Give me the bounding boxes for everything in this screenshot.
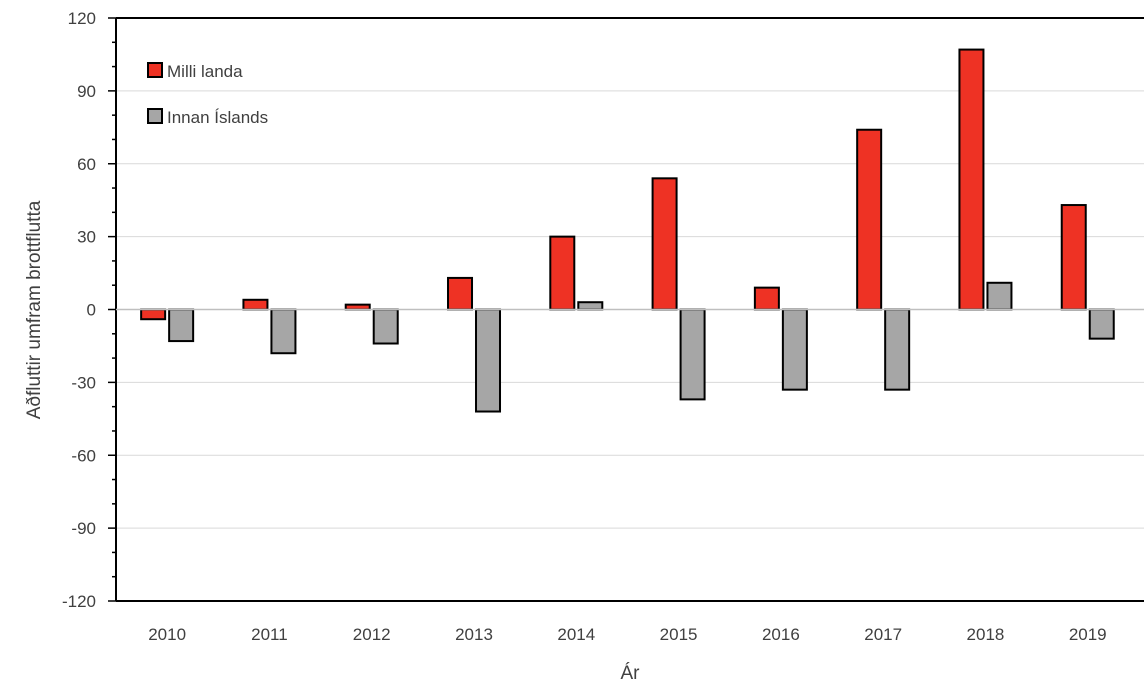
bar-milli-landa-2016 [753,286,780,311]
y-tick-label: 90 [77,82,96,101]
x-tick-label: 2011 [251,625,288,644]
label-layer: 120 90 60 30 0 -30 -60 -90 -120 2010 2011 2012 2013 2… [62,9,1107,644]
y-tick-label: 30 [77,228,96,247]
bar-innan-islands-2013 [475,308,502,413]
bar-milli-landa-2019 [1060,204,1087,311]
bar-innan-islands-2019 [1088,308,1115,340]
x-tick-label: 2013 [455,625,493,644]
legend-label-innan-islands: Innan Íslands [167,108,268,127]
y-tick-label: 120 [68,9,96,28]
legend-swatch-milli-landa [147,62,163,78]
bar-innan-islands-2010 [168,308,195,343]
x-axis-title: Ár [621,663,641,684]
x-tick-label: 2017 [864,625,902,644]
bar-milli-landa-2017 [856,128,883,311]
bar-innan-islands-2015 [679,308,706,401]
bar-milli-landa-2014 [549,235,576,311]
x-tick-label: 2016 [762,625,800,644]
x-tick-label: 2015 [660,625,698,644]
bar-milli-landa-2015 [651,177,678,311]
x-tick-label: 2019 [1069,625,1107,644]
y-tick-label: -60 [71,446,96,465]
y-axis-title: Aðfluttir umfram brottflutta [24,200,45,419]
legend-label-milli-landa: Milli landa [167,62,243,81]
legend-swatch-innan-islands [147,108,163,124]
y-tick-label: 60 [77,155,96,174]
bar-innan-islands-2014 [577,301,604,311]
x-tick-label: 2010 [148,625,186,644]
bar-innan-islands-2017 [884,308,911,391]
x-tick-label: 2014 [557,625,595,644]
y-tick-label: -30 [71,373,96,392]
bar-innan-islands-2018 [986,281,1013,311]
bar-milli-landa-2011 [242,298,269,311]
x-tick-label: 2018 [967,625,1005,644]
bar-layer [140,48,1115,413]
bar-milli-landa-2010 [140,308,167,321]
legend: Milli landa Innan Íslands [147,62,268,127]
bar-milli-landa-2018 [958,48,985,311]
bar-innan-islands-2016 [781,308,808,391]
x-tick-label: 2012 [353,625,391,644]
bar-innan-islands-2011 [270,308,297,355]
y-tick-label: 0 [87,301,96,320]
y-tick-label: -120 [62,592,96,611]
bar-innan-islands-2012 [372,308,399,345]
bar-milli-landa-2013 [447,276,474,311]
axis-layer [108,17,1144,602]
y-tick-label: -90 [71,519,96,538]
